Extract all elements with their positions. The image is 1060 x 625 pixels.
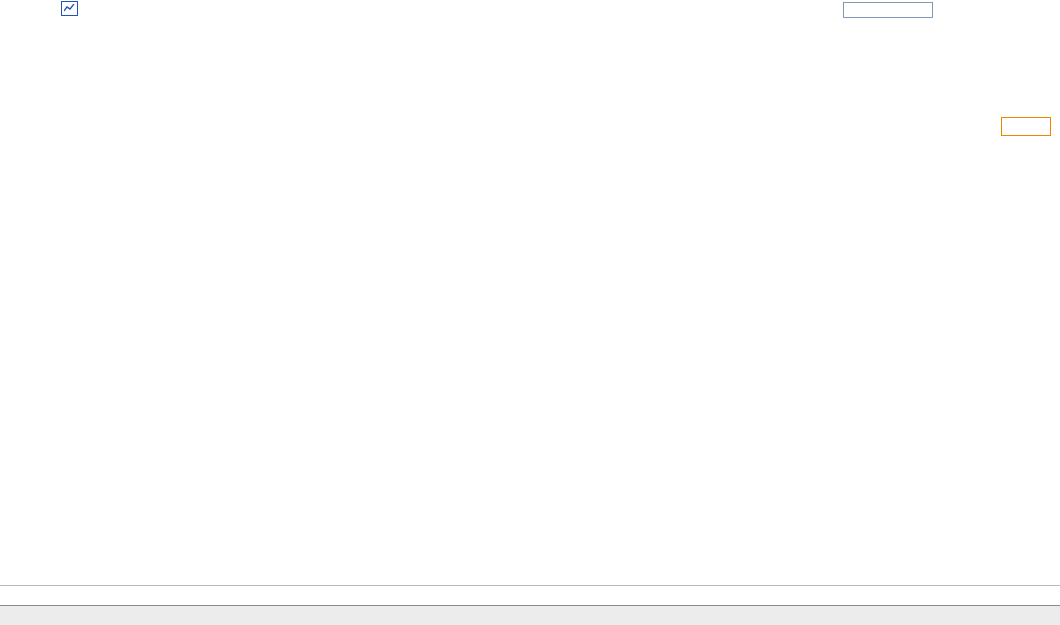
theme-select-button[interactable] (843, 2, 933, 18)
time-axis (0, 585, 1060, 606)
price-rsi-chart[interactable] (0, 0, 1060, 585)
last-price-box (1001, 117, 1051, 136)
period-corner-button[interactable] (0, 589, 1, 604)
indicator-tab-bar (0, 605, 1060, 625)
chart-type-icon[interactable] (61, 1, 78, 16)
chart-header (52, 1, 96, 16)
